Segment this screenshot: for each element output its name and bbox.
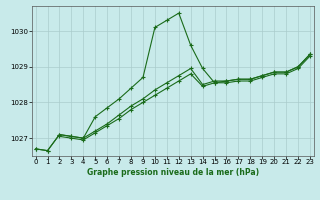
X-axis label: Graphe pression niveau de la mer (hPa): Graphe pression niveau de la mer (hPa) bbox=[87, 168, 259, 177]
